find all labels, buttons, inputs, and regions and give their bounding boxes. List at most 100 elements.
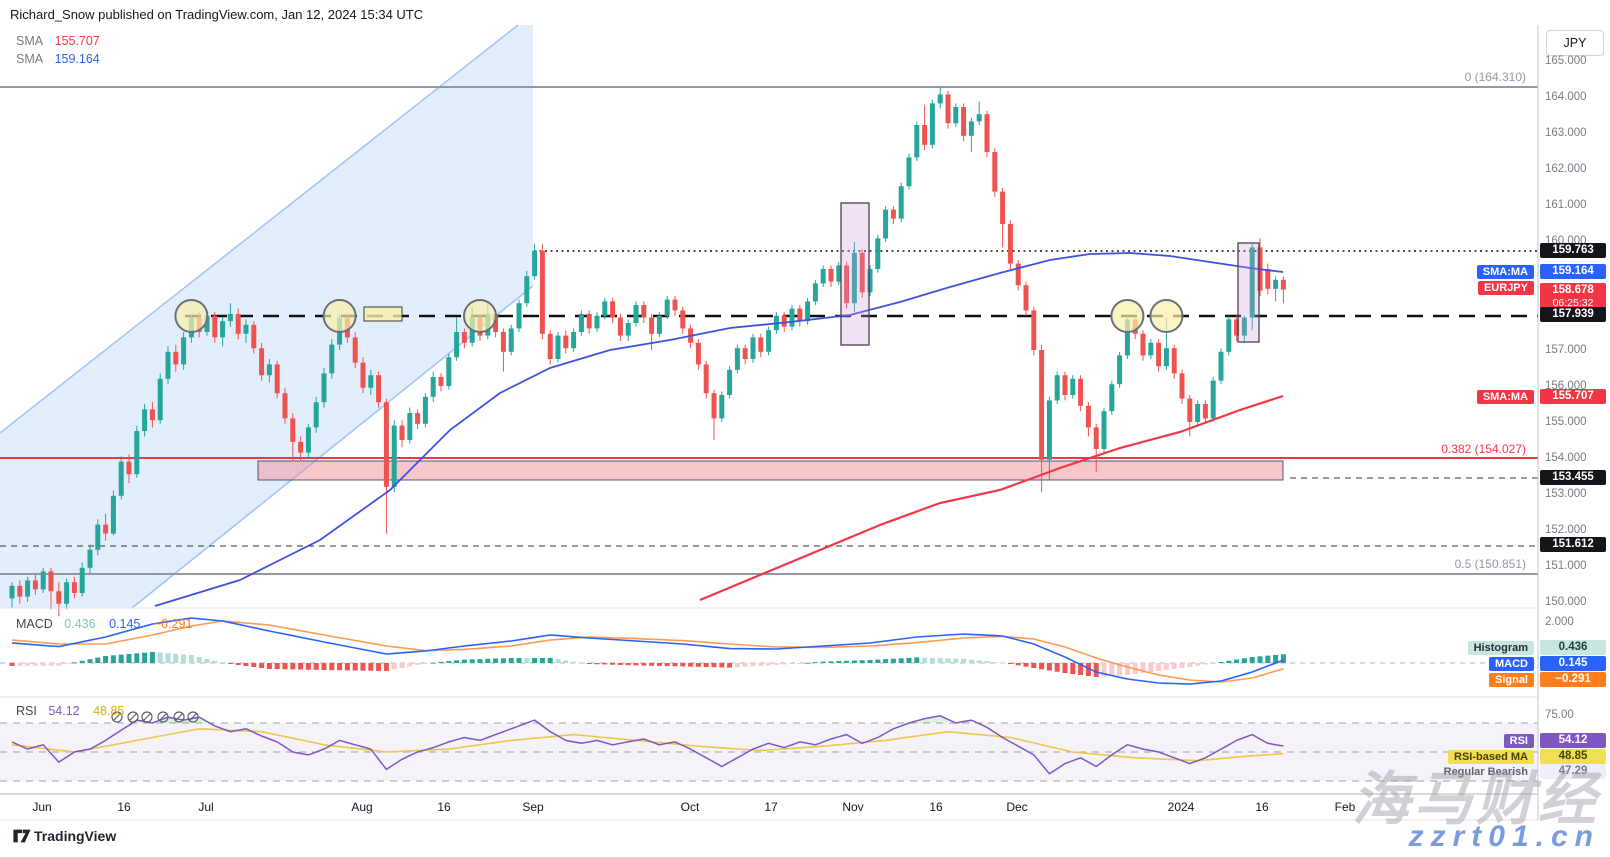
sma2-value: 159.164 (54, 52, 100, 66)
price-axis-tag: −0.291 (1540, 672, 1606, 687)
watermark-site: zzrt01.cn (1408, 820, 1600, 853)
rsi-marker-slash-icon (158, 712, 168, 722)
price-tick-label: 150.000 (1545, 596, 1587, 608)
rsi-marker-circle-icon (111, 711, 123, 723)
sma1-label: SMA (16, 34, 44, 48)
time-tick-label: 16 (117, 800, 131, 814)
tradingview-brand-text[interactable]: TradingView (34, 828, 117, 844)
price-axis-tag: 0.145 (1540, 656, 1606, 671)
time-tick-label: Nov (842, 800, 864, 814)
price-tick-label: 157.000 (1545, 344, 1587, 356)
time-tick-label: 16 (1255, 800, 1269, 814)
price-axis-tag: 155.707 (1540, 389, 1606, 404)
publish-attribution: Richard_Snow published on TradingView.co… (10, 7, 424, 22)
retest-circle-2 (322, 299, 357, 333)
price-tick-label: 163.000 (1545, 127, 1587, 139)
price-tick-label: 2.000 (1545, 616, 1574, 628)
time-tick-label: 17 (764, 800, 778, 814)
price-axis-tag: 0.436 (1540, 640, 1606, 655)
macd-legend[interactable]: MACD 0.436 0.145 −0.291 (16, 617, 192, 631)
sma-red-line (699, 394, 1284, 602)
rsi-legend[interactable]: RSI 54.12 48.85 (16, 704, 124, 718)
rsi-marker-slash-icon (112, 712, 122, 722)
highlight-box-1 (840, 202, 870, 346)
time-tick-label: 16 (437, 800, 451, 814)
indicator-pill: SMA:MA (1476, 265, 1534, 279)
currency-toggle-button[interactable]: JPY (1546, 30, 1604, 56)
price-tick-label: 164.000 (1545, 91, 1587, 103)
retest-circle-4 (1110, 299, 1145, 333)
rsi-overbought-fill (916, 715, 948, 723)
time-tick-label: 2024 (1167, 800, 1195, 814)
rsi-marker-circle-icon (127, 711, 139, 723)
price-axis-tag: 54.12 (1540, 733, 1606, 748)
price-axis-tag: 153.455 (1540, 470, 1606, 485)
time-tick-label: Dec (1006, 800, 1028, 814)
time-tick-label: Jun (32, 800, 52, 814)
fib-label: 0.382 (154.027) (1441, 442, 1526, 456)
macd-signal-value: −0.291 (153, 617, 193, 631)
rsi-line (11, 715, 1284, 775)
indicator-pill: RSI (1503, 734, 1534, 748)
rsi-value: 54.12 (48, 704, 80, 718)
candlesticks (9, 86, 1286, 617)
time-tick-label: 16 (929, 800, 943, 814)
rsi-marker-slash-icon (174, 712, 184, 722)
indicator-pill: EURJPY (1477, 281, 1534, 295)
time-tick-label: Sep (522, 800, 544, 814)
indicator-pill: Regular Bearish (1437, 765, 1534, 779)
sma-blue-line (154, 252, 1284, 607)
watermark-chinese: 海马财经 (1351, 767, 1600, 832)
indicator-pill: Histogram (1467, 641, 1534, 655)
price-tick-label: 162.000 (1545, 163, 1587, 175)
price-axis-tag: 159.763 (1540, 243, 1606, 258)
rsi-label: RSI (16, 704, 37, 718)
retest-circle-1 (174, 299, 209, 333)
retest-circle-3 (463, 299, 497, 333)
indicator-pill: Signal (1488, 673, 1534, 687)
rsi-marker-slash-icon (188, 712, 198, 722)
price-tick-label: 165.000 (1545, 55, 1587, 67)
price-tick-label: 154.000 (1545, 452, 1587, 464)
macd-histogram (9, 652, 1286, 677)
price-axis-tag: 157.939 (1540, 307, 1606, 322)
rsi-marker-circle-icon (157, 711, 169, 723)
time-tick-label: Aug (351, 800, 373, 814)
macd-line-value: 0.145 (109, 617, 141, 631)
price-axis-tag: 158.678 06:25:32 (1540, 283, 1606, 311)
price-tick-label: 151.000 (1545, 560, 1587, 572)
rsi-marker-slash-icon (128, 712, 138, 722)
retest-circle-5 (1149, 299, 1184, 333)
rsi-marker-circle-icon (187, 711, 199, 723)
indicator-pill: SMA:MA (1476, 390, 1534, 404)
price-tick-label: 153.000 (1545, 488, 1587, 500)
sma1-value: 155.707 (54, 34, 100, 48)
macd-label: MACD (16, 617, 53, 631)
price-tick-label: 161.000 (1545, 199, 1587, 211)
time-tick-label: Feb (1334, 800, 1356, 814)
price-axis-tag: 48.85 (1540, 749, 1606, 764)
macd-signal-line (11, 620, 1284, 683)
indicator-pill: MACD (1489, 657, 1534, 671)
time-tick-label: Oct (680, 800, 700, 814)
rsi-marker-circle-icon (141, 711, 153, 723)
sma-legend-row-1[interactable]: SMA 155.707 (16, 34, 100, 48)
sma-legend-row-2[interactable]: SMA 159.164 (16, 52, 100, 66)
price-tick-label: 75.00 (1545, 709, 1574, 721)
sma2-label: SMA (16, 52, 44, 66)
price-tick-label: 152.000 (1545, 524, 1587, 536)
macd-hist-value: 0.436 (64, 617, 96, 631)
price-axis-tag: 159.164 (1540, 264, 1606, 279)
indicator-pill: RSI-based MA (1448, 750, 1534, 764)
flat-highlight-box (363, 306, 403, 322)
rsi-marker-circle-icon (173, 711, 185, 723)
price-axis-tag: 47.29 (1540, 764, 1606, 779)
price-tick-label: 155.000 (1545, 416, 1587, 428)
supply-zone (257, 460, 1284, 481)
price-axis-tag: 151.612 (1540, 537, 1606, 552)
trend-channel-upper-line (0, 24, 519, 434)
highlight-box-2 (1237, 242, 1260, 343)
macd-line (11, 617, 1284, 685)
